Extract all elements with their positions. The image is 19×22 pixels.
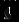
- Text: FIG. 2: FIG. 2: [0, 1, 19, 22]
- Text: STATE OF CHARGE qᵥ: STATE OF CHARGE qᵥ: [0, 0, 12, 18]
- Text: EXPONENTIAL: EXPONENTIAL: [0, 0, 7, 16]
- Text: 1.0% Error at
dV/dt = 4μV/sec
Time = 103 min: 1.0% Error at dV/dt = 4μV/sec Time = 103…: [10, 0, 19, 22]
- Text: 204: 204: [0, 0, 8, 16]
- Text: T = 25°C: T = 25°C: [3, 0, 19, 19]
- Text: FITTED SINGLE: FITTED SINGLE: [0, 0, 7, 16]
- Text: 0.6% Error at
dqᵥ/dt = 0.5%/hr
Time = 159 min: 0.6% Error at dqᵥ/dt = 0.5%/hr Time = 15…: [9, 0, 19, 22]
- Text: 206: 206: [6, 0, 19, 5]
- Text: 202: 202: [0, 0, 12, 18]
- Text: TRUE STATE OF CHARGE AT 58.6%: TRUE STATE OF CHARGE AT 58.6%: [6, 0, 19, 4]
- Text: VOLTAGE-BASED: VOLTAGE-BASED: [0, 0, 11, 18]
